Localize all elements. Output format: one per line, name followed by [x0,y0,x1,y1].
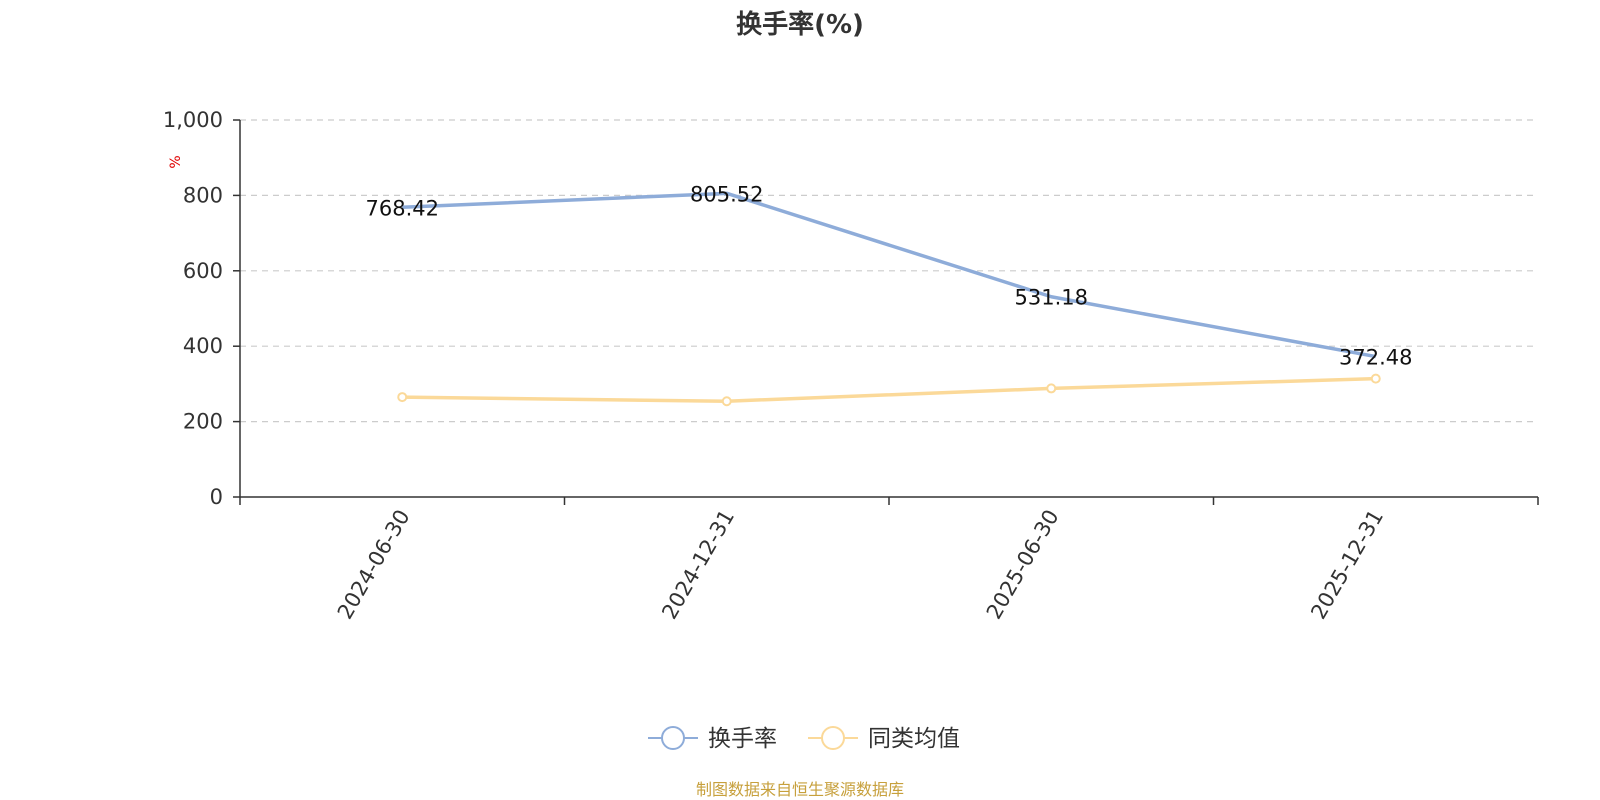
data-label: 805.52 [690,182,763,206]
axes [239,120,1538,498]
y-axis-unit-label: % [168,155,184,168]
y-tick-label: 0 [210,485,223,509]
data-label: 531.18 [1015,286,1088,310]
y-tick-label: 400 [183,334,223,358]
x-tick-label: 2024-06-30 [333,506,415,624]
chart-title: 换手率(%) [736,9,864,40]
x-axis-ticks: 2024-06-30 2024-12-31 2025-06-30 2025-12-31 [239,497,1539,624]
y-tick-label: 1,000 [163,108,223,132]
y-axis-ticks: 0 200 400 600 800 1,000 [163,108,240,509]
source-note: 制图数据来自恒生聚源数据库 [696,780,904,799]
legend[interactable]: 换手率 同类均值 [648,726,960,752]
data-label: 372.48 [1339,346,1412,370]
data-point [397,392,408,403]
series-layer [397,191,1381,407]
x-tick-label: 2025-12-31 [1306,506,1388,624]
data-point [1370,373,1381,384]
y-tick-label: 800 [183,183,223,207]
grid-lines [240,119,1538,423]
data-labels: 768.42 805.52 531.18 372.48 [366,182,1413,369]
legend-item[interactable]: 同类均值 [808,726,960,752]
legend-label: 同类均值 [868,726,960,752]
y-tick-label: 200 [183,410,223,434]
data-point [721,396,732,407]
series-line [402,191,1377,359]
data-point [1046,383,1057,394]
x-tick-label: 2025-06-30 [982,506,1064,624]
legend-marker [821,726,845,750]
legend-item[interactable]: 换手率 [648,726,777,752]
series-line [402,376,1376,403]
legend-marker [661,726,685,750]
data-label: 768.42 [366,196,439,220]
x-tick-label: 2024-12-31 [657,506,739,624]
y-tick-label: 600 [183,259,223,283]
legend-label: 换手率 [708,726,777,752]
